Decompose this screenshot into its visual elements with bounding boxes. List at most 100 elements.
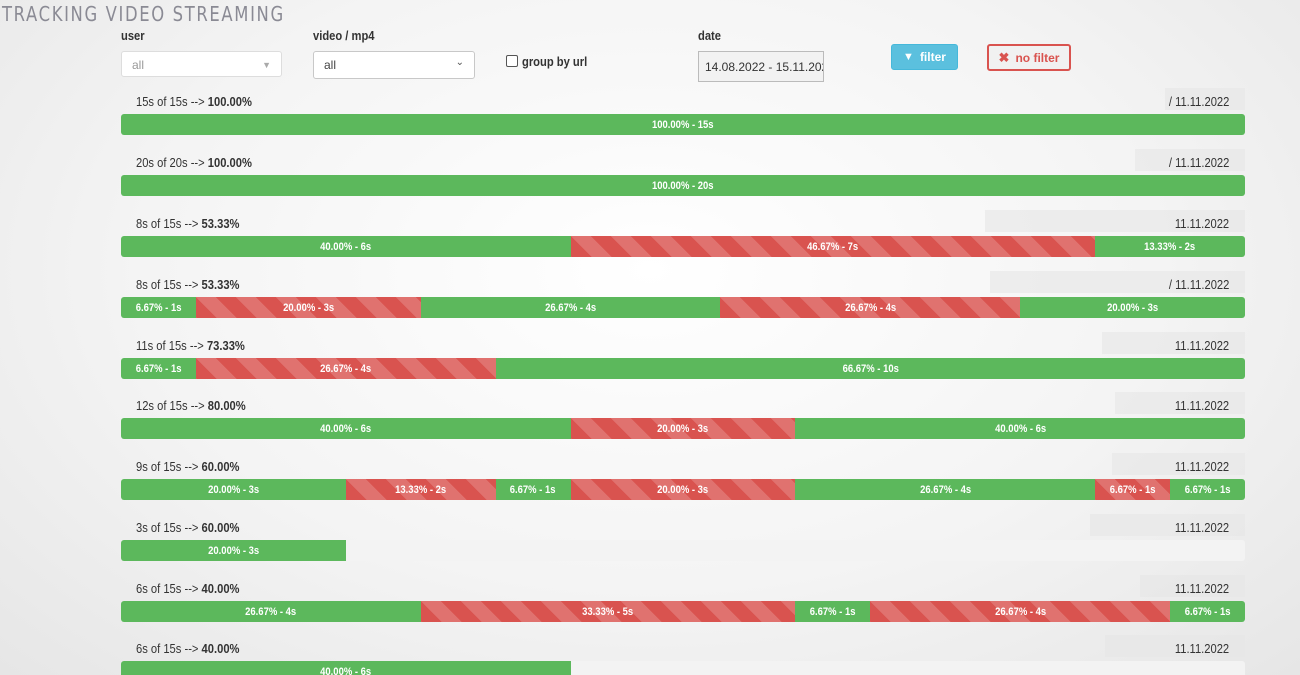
user-filter-label: user [121,28,145,43]
row-date: / 11.11.2022 [1168,94,1229,109]
tracking-row: 8s of 15s --> 53.33% / 11.11.2022 6.67% - … [121,271,1245,327]
watched-segment[interactable]: 66.67% - 10s [495,358,1245,379]
row-hover-shade [1165,88,1245,110]
segment-label: 6.67% - 1s [1184,483,1231,496]
watched-segment[interactable]: 20.00% - 3s [121,540,346,561]
segment-label: 26.67% - 4s [320,362,372,375]
row-hover-shade [1115,392,1245,414]
chevron-down-icon: ▼ [262,60,271,70]
watched-segment[interactable]: 6.67% - 1s [495,479,571,500]
group-by-url-checkbox[interactable] [506,55,518,67]
skipped-segment[interactable]: 13.33% - 2s [345,479,496,500]
watched-segment[interactable]: 6.67% - 1s [121,358,196,379]
filter-button[interactable]: ▼ filter [891,44,958,70]
watched-segment[interactable]: 40.00% - 6s [121,418,571,439]
page-title: TRACKING VIDEO STREAMING [2,2,285,26]
watched-segment[interactable]: 40.00% - 6s [795,418,1245,439]
watched-segment[interactable]: 6.67% - 1s [795,601,871,622]
watched-segment[interactable]: 6.67% - 1s [1170,479,1245,500]
video-select[interactable]: all ⌄ [313,51,475,79]
skipped-segment[interactable]: 20.00% - 3s [195,297,421,318]
row-watched-text: 6s of 15s --> [136,581,202,596]
tracking-row: 6s of 15s --> 40.00% 11.11.2022 40.00% - 6… [121,635,1245,675]
watched-segment[interactable]: 26.67% - 4s [420,297,721,318]
watched-segment[interactable]: 20.00% - 3s [121,479,346,500]
watched-segment[interactable]: 40.00% - 6s [121,236,571,257]
row-summary: 9s of 15s --> 60.00% [136,459,239,474]
row-watched-text: 11s of 15s --> [136,338,207,353]
row-summary: 8s of 15s --> 53.33% [136,216,239,231]
watched-segment[interactable]: 100.00% - 15s [121,114,1245,135]
group-by-url-label[interactable]: group by url [522,54,588,69]
date-range-input[interactable]: 14.08.2022 - 15.11.2022 [698,51,824,82]
watched-segment[interactable]: 13.33% - 2s [1095,236,1245,257]
segment-label: 40.00% - 6s [320,422,372,435]
segment-label: 20.00% - 3s [282,301,334,314]
watched-segment[interactable]: 26.67% - 4s [795,479,1096,500]
row-hover-shade [985,210,1245,232]
segment-label: 6.67% - 1s [135,301,182,314]
row-watched-text: 9s of 15s --> [136,459,202,474]
row-date: 11.11.2022 [1174,216,1229,231]
row-percent: 60.00% [201,520,240,535]
user-select-value: all [132,58,145,72]
row-date: 11.11.2022 [1174,459,1229,474]
row-date: / 11.11.2022 [1168,155,1229,170]
watched-segment[interactable]: 20.00% - 3s [1020,297,1245,318]
row-date: 11.11.2022 [1174,398,1229,413]
row-date: 11.11.2022 [1174,641,1229,656]
segment-label: 6.67% - 1s [510,483,556,496]
progress-bar: 40.00% - 6s [121,661,1245,675]
segment-label: 6.67% - 1s [1184,605,1231,618]
skipped-segment[interactable]: 46.67% - 7s [570,236,1096,257]
skipped-segment[interactable]: 26.67% - 4s [720,297,1021,318]
funnel-icon: ▼ [903,51,914,63]
watched-segment[interactable]: 100.00% - 20s [121,175,1245,196]
skipped-segment[interactable]: 26.67% - 4s [195,358,496,379]
tracking-row: 20s of 20s --> 100.00% / 11.11.2022 100.00… [121,149,1245,205]
skipped-segment[interactable]: 6.67% - 1s [1095,479,1171,500]
progress-bar: 6.67% - 1s 20.00% - 3s 26.67% - 4s 26.67% -… [121,297,1245,318]
user-select[interactable]: all ▼ [121,51,282,77]
skipped-segment[interactable]: 20.00% - 3s [570,479,796,500]
row-date: 11.11.2022 [1174,581,1229,596]
segment-label: 26.67% - 4s [994,605,1046,618]
row-watched-text: 6s of 15s --> [136,641,202,656]
segment-label: 13.33% - 2s [1144,240,1196,253]
row-date: / 11.11.2022 [1168,277,1229,292]
row-summary: 15s of 15s --> 100.00% [136,94,252,109]
watched-segment[interactable]: 6.67% - 1s [121,297,196,318]
row-percent: 53.33% [201,277,240,292]
row-percent: 80.00% [207,398,246,413]
row-hover-shade [1090,514,1245,536]
segment-label: 100.00% - 15s [652,118,714,131]
segment-label: 26.67% - 4s [919,483,971,496]
watched-segment[interactable]: 26.67% - 4s [121,601,421,622]
no-filter-button-label: no filter [1015,50,1060,65]
row-summary: 20s of 20s --> 100.00% [136,155,252,170]
tracking-row: 11s of 15s --> 73.33% 11.11.2022 6.67% - 1… [121,332,1245,388]
watched-segment[interactable]: 40.00% - 6s [121,661,571,675]
row-percent: 73.33% [206,338,245,353]
row-percent: 100.00% [207,94,252,109]
segment-label: 6.67% - 1s [809,605,856,618]
segment-label: 26.67% - 4s [545,301,597,314]
tracking-row: 12s of 15s --> 80.00% 11.11.2022 40.00% - … [121,392,1245,448]
segment-label: 46.67% - 7s [807,240,859,253]
row-summary: 12s of 15s --> 80.00% [136,398,246,413]
progress-bar: 6.67% - 1s 26.67% - 4s 66.67% - 10s [121,358,1245,379]
watched-segment[interactable]: 6.67% - 1s [1170,601,1245,622]
row-summary: 8s of 15s --> 53.33% [136,277,239,292]
segment-label: 6.67% - 1s [1109,483,1156,496]
close-icon: ✖ [998,49,1010,65]
skipped-segment[interactable]: 26.67% - 4s [870,601,1171,622]
row-hover-shade [1112,453,1245,475]
no-filter-button[interactable]: ✖ no filter [987,44,1071,71]
skipped-segment[interactable]: 20.00% - 3s [570,418,796,439]
segment-label: 40.00% - 6s [320,240,372,253]
segment-label: 20.00% - 3s [657,483,709,496]
row-percent: 53.33% [201,216,240,231]
segment-label: 40.00% - 6s [320,665,372,675]
row-date: 11.11.2022 [1174,520,1229,535]
skipped-segment[interactable]: 33.33% - 5s [420,601,796,622]
